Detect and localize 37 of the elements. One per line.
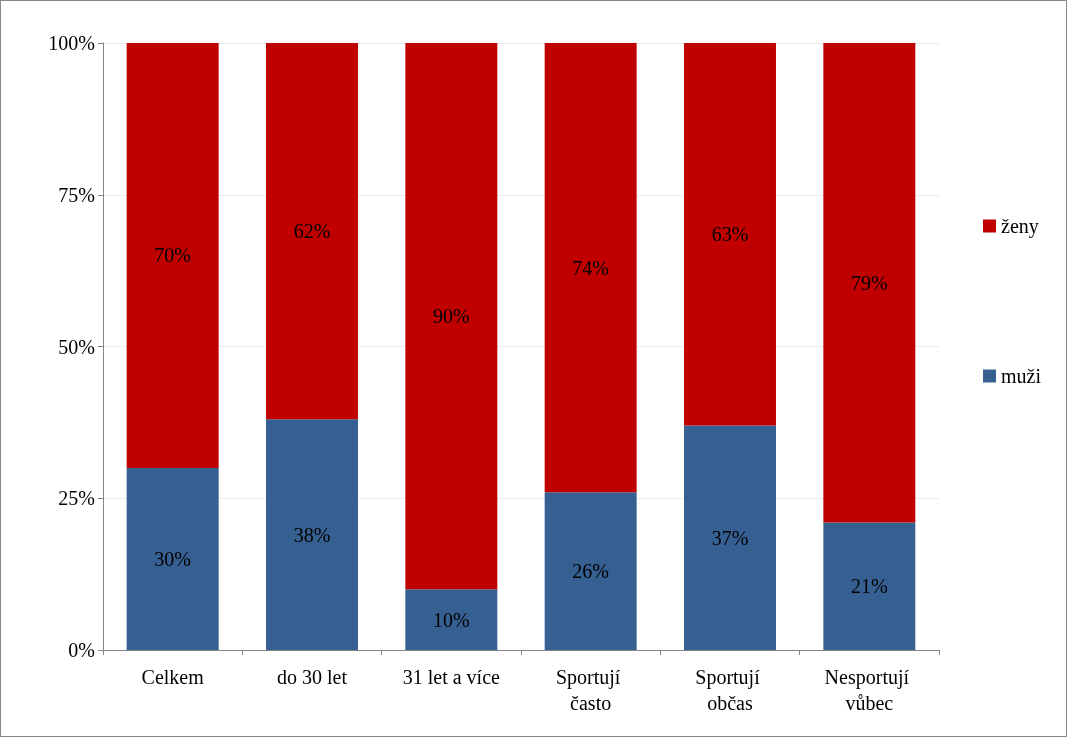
data-label: 37% [711,526,749,549]
data-label: 90% [433,305,470,328]
data-label: 63% [711,223,749,246]
data-label: 38% [293,523,331,546]
x-tick-label: Celkem [141,666,205,688]
data-label: 70% [154,244,191,267]
bar [266,419,358,650]
y-tick-label: 50% [58,335,95,358]
data-label: 21% [851,575,888,598]
bar [405,43,498,590]
bar [405,589,498,650]
bar [544,43,637,493]
data-label: 26% [572,560,609,583]
bar [126,43,219,468]
data-label: 74% [572,256,609,279]
bar [544,492,637,650]
x-tick-label: Sportují často [555,666,626,714]
data-label: 62% [293,220,331,243]
x-tick-label: Sportují občas [695,666,765,714]
bar [684,425,776,650]
bar [823,43,916,523]
data-label: 10% [433,608,470,631]
x-tick-label: Nesportují vůbec [824,666,915,714]
bar [266,43,358,420]
x-tick-label: 31 let a více [402,666,501,688]
data-label: 79% [851,271,888,294]
data-label: 30% [154,547,191,570]
y-tick-label: 100% [48,32,95,54]
legend-label: ženy [1001,215,1039,238]
bar [823,522,916,650]
bar [684,43,776,426]
x-tick-label: do 30 let [277,666,348,688]
y-tick-label: 75% [58,183,95,206]
y-tick-label: 0% [68,639,95,661]
bar [126,467,219,650]
y-tick-label: 25% [58,487,95,510]
legend-label: muži [1001,365,1042,387]
